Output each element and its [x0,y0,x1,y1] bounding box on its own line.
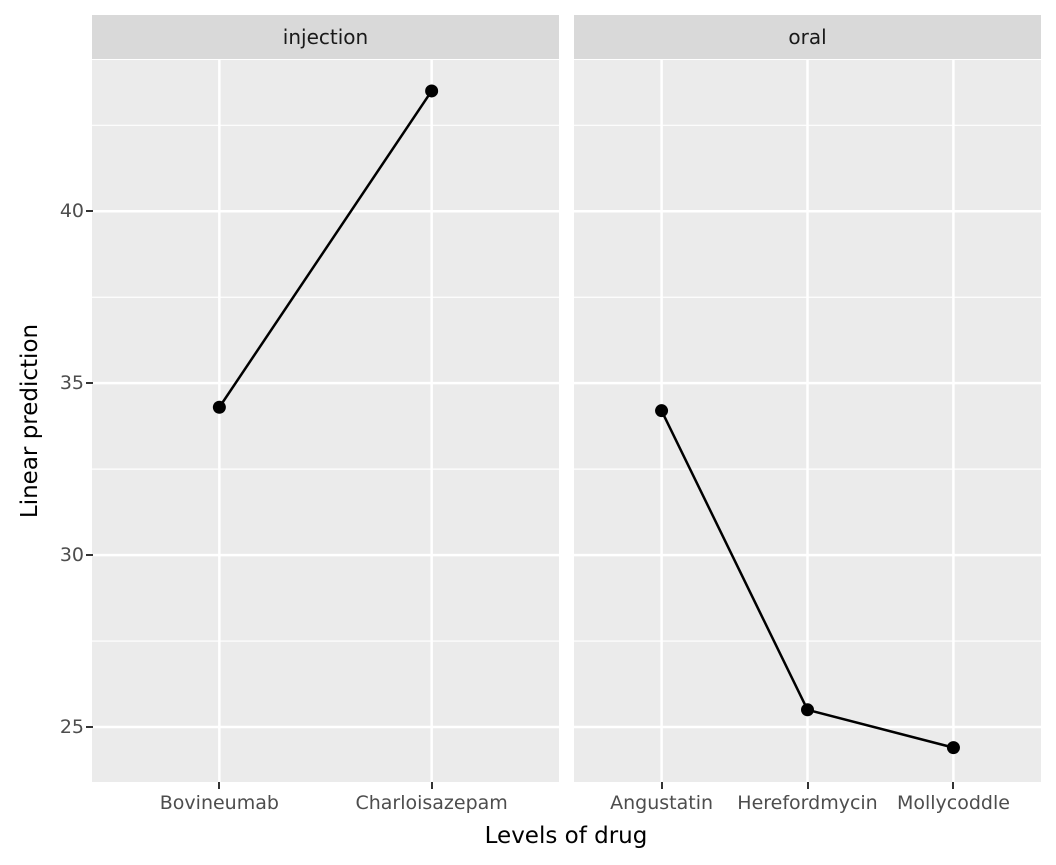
facet-strip: injection [92,15,559,59]
data-point [212,400,226,414]
data-point [946,741,960,755]
y-tick-mark [86,210,93,213]
facet-panel [92,60,559,782]
facet-strip-label: injection [282,25,369,49]
y-tick-mark [86,725,93,728]
x-tick-mark [806,782,809,789]
facet-strip: oral [574,15,1041,59]
data-point [801,703,814,717]
x-tick-label: Herefordmycin [737,792,878,814]
x-tick-label: Angustatin [610,792,714,814]
y-axis-title: Linear prediction [17,323,43,519]
facet-panel [574,60,1041,782]
x-axis-title: Levels of drug [484,823,648,849]
data-line [218,90,433,408]
x-tick-mark [952,782,955,789]
y-tick-label: 25 [59,715,84,738]
x-tick-label: Charloisazepam [355,792,508,814]
plot-area [574,60,1041,782]
data-point [655,404,669,418]
x-tick-label: Bovineumab [159,792,279,814]
x-tick-label: Mollycoddle [896,792,1010,814]
y-tick-label: 40 [59,200,84,223]
x-tick-mark [660,782,663,789]
x-tick-mark [218,782,221,789]
y-tick-label: 35 [59,372,84,395]
y-tick-mark [86,382,93,385]
plot-area [92,60,559,782]
data-point [425,84,439,98]
facet-strip-label: oral [788,25,827,49]
y-tick-label: 30 [59,544,84,567]
y-tick-mark [86,554,93,557]
x-tick-mark [430,782,433,789]
